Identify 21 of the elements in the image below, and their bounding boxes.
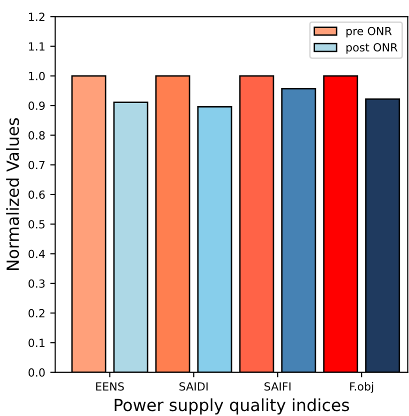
x-axis-title: Power supply quality indices — [114, 398, 350, 414]
x-tick-label: F.obj — [350, 382, 374, 393]
legend-label: post ONR — [346, 43, 398, 54]
y-tick-label: 0.3 — [28, 279, 45, 288]
x-tick-label: SAIDI — [179, 382, 208, 391]
y-tick-label: 1.2 — [29, 12, 44, 21]
y-tick-label: 0.1 — [28, 338, 44, 348]
y-tick-label: 0.7 — [28, 160, 45, 170]
y-tick-label: 0.5 — [28, 220, 45, 228]
y-tick-label: 1.0 — [29, 72, 45, 80]
y-tick-label: 0.4 — [28, 250, 45, 258]
y-tick-label: 0.8 — [28, 131, 45, 140]
y-tick-label: 0.6 — [28, 190, 45, 199]
x-tick-label: EENS — [96, 382, 124, 391]
x-tick-label: SAIFI — [264, 382, 290, 391]
legend-label: pre ONR — [346, 26, 392, 38]
y-tick-label: 1.1 — [29, 42, 44, 50]
y-axis-title: Normalized Values — [6, 118, 20, 270]
y-tick-label: 0.2 — [28, 309, 44, 318]
y-tick-label: 0.9 — [28, 102, 45, 110]
y-tick-label: 0.0 — [28, 368, 45, 377]
